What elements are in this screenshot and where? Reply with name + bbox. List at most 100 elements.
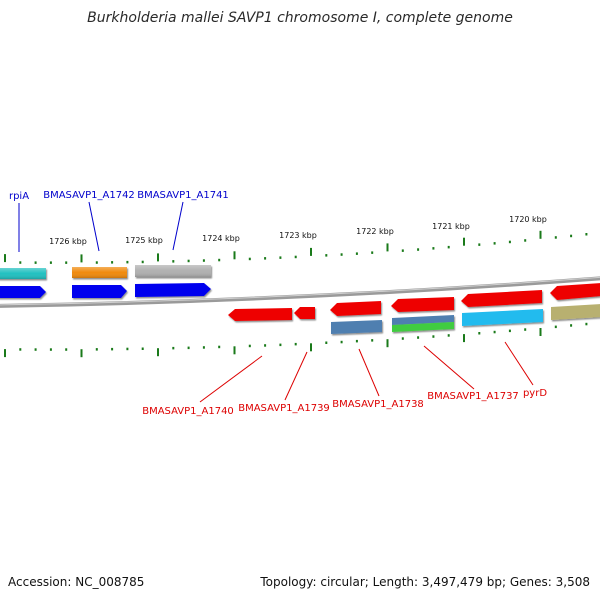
inner-rail-minor-tick bbox=[325, 341, 328, 344]
inner-rail-minor-tick bbox=[111, 347, 114, 351]
gene-labels: rpiA BMASAVP1_A1742 BMASAVP1_A1741 BMASA… bbox=[9, 190, 547, 417]
inner-rail-major-tick bbox=[463, 334, 465, 343]
outer-rail-minor-tick bbox=[447, 245, 450, 249]
gene-BMASAVP1_A1738[interactable] bbox=[330, 301, 381, 316]
outer-rail-minor-tick bbox=[187, 259, 190, 263]
inner-tick-rail bbox=[4, 322, 588, 358]
accession-text: Accession: NC_008785 bbox=[8, 575, 145, 589]
gene-BMASAVP1_A1742[interactable] bbox=[72, 285, 127, 298]
label-pyrD[interactable]: pyrD bbox=[523, 388, 547, 399]
inner-rail-minor-tick bbox=[264, 344, 267, 347]
outer-rail-minor-tick bbox=[264, 257, 267, 260]
outer-rail-minor-tick bbox=[34, 261, 37, 264]
inner-rail-minor-tick bbox=[401, 337, 404, 340]
ruler-labels: 1726 kbp 1725 kbp 1724 kbp 1723 kbp 1722… bbox=[49, 215, 547, 246]
outer-rail-minor-tick bbox=[111, 261, 114, 264]
outer-rail-minor-tick bbox=[554, 236, 557, 239]
gene-rpiA[interactable] bbox=[0, 286, 46, 298]
inner-rail-minor-tick bbox=[202, 346, 205, 349]
genome-summary-text: Topology: circular; Length: 3,497,479 bp… bbox=[260, 575, 590, 589]
leader-BMASAVP1_A1742 bbox=[88, 201, 100, 252]
outer-rail-minor-tick bbox=[65, 261, 68, 264]
inner-rail-minor-tick bbox=[172, 346, 175, 350]
page-title: Burkholderia mallei SAVP1 chromosome I, … bbox=[87, 10, 513, 26]
inner-rail-minor-tick bbox=[126, 347, 129, 351]
chromosome-backbone-highlight bbox=[0, 276, 600, 306]
inner-rail-minor-tick bbox=[447, 334, 450, 337]
gene-next-reverse[interactable] bbox=[550, 283, 600, 300]
outer-rail-minor-tick bbox=[95, 261, 98, 264]
outer-rail-minor-tick bbox=[340, 253, 343, 256]
green-feature[interactable] bbox=[392, 322, 454, 332]
outer-rail-minor-tick bbox=[172, 260, 175, 263]
outer-rail-minor-tick bbox=[417, 248, 420, 251]
outer-rail-major-tick bbox=[386, 243, 389, 252]
leader-BMASAVP1_A1740 bbox=[199, 355, 263, 403]
ruler-tick-1725: 1725 kbp bbox=[125, 236, 163, 245]
label-rpiA[interactable]: rpiA bbox=[9, 191, 29, 202]
slate-feature[interactable] bbox=[392, 315, 454, 325]
outer-rail-minor-tick bbox=[478, 243, 481, 246]
inner-rail-minor-tick bbox=[95, 348, 98, 351]
outer-rail-minor-tick bbox=[325, 254, 328, 257]
skyblue-feature[interactable] bbox=[462, 309, 543, 326]
ruler-tick-1720: 1720 kbp bbox=[509, 215, 547, 224]
gene-BMASAVP1_A1737[interactable] bbox=[391, 297, 454, 312]
inner-rail-major-tick bbox=[157, 348, 159, 357]
outer-rail-minor-tick bbox=[141, 260, 144, 264]
ruler-tick-1723: 1723 kbp bbox=[279, 231, 317, 240]
inner-rail-major-tick bbox=[233, 346, 236, 355]
reverse-feature-band bbox=[331, 304, 600, 334]
inner-rail-minor-tick bbox=[141, 347, 144, 350]
gene-BMASAVP1_A1741[interactable] bbox=[135, 283, 211, 297]
outer-rail-minor-tick bbox=[202, 259, 205, 262]
outer-rail-minor-tick bbox=[570, 234, 573, 238]
ruler-tick-1724: 1724 kbp bbox=[202, 234, 240, 243]
inner-rail-major-tick bbox=[310, 343, 312, 352]
chromosome-backbone bbox=[0, 276, 600, 308]
outer-rail-minor-tick bbox=[218, 258, 221, 262]
outer-rail-minor-tick bbox=[279, 256, 282, 259]
ruler-tick-1726: 1726 kbp bbox=[49, 237, 87, 246]
label-BMASAVP1_A1741[interactable]: BMASAVP1_A1741 bbox=[137, 190, 229, 201]
outer-rail-minor-tick bbox=[19, 261, 22, 264]
leader-BMASAVP1_A1737 bbox=[423, 345, 475, 390]
inner-rail-minor-tick bbox=[432, 335, 435, 338]
label-BMASAVP1_A1740[interactable]: BMASAVP1_A1740 bbox=[142, 406, 234, 417]
outer-rail-minor-tick bbox=[524, 239, 527, 242]
label-BMASAVP1_A1737[interactable]: BMASAVP1_A1737 bbox=[427, 391, 519, 402]
outer-rail-major-tick bbox=[4, 254, 6, 263]
inner-rail-minor-tick bbox=[554, 325, 557, 329]
ruler-tick-1721: 1721 kbp bbox=[432, 222, 470, 231]
gene-BMASAVP1_A1740[interactable] bbox=[228, 308, 292, 321]
label-BMASAVP1_A1739[interactable]: BMASAVP1_A1739 bbox=[238, 403, 330, 414]
inner-rail-minor-tick bbox=[279, 343, 282, 347]
inner-rail-minor-tick bbox=[355, 339, 358, 343]
inner-rail-minor-tick bbox=[294, 342, 297, 346]
gene-BMASAVP1_A1739[interactable] bbox=[294, 307, 315, 319]
outer-rail-minor-tick bbox=[248, 257, 251, 261]
inner-rail-major-tick bbox=[539, 328, 542, 336]
label-BMASAVP1_A1738[interactable]: BMASAVP1_A1738 bbox=[332, 399, 424, 410]
inner-rail-major-tick bbox=[80, 349, 83, 358]
olive-feature[interactable] bbox=[551, 304, 600, 320]
inner-rail-major-tick bbox=[386, 339, 389, 348]
leader-pyrD bbox=[504, 341, 534, 386]
outer-rail-major-tick bbox=[310, 247, 312, 256]
outer-rail-major-tick bbox=[80, 254, 83, 263]
label-leaders bbox=[18, 201, 534, 403]
ruler-tick-1722: 1722 kbp bbox=[356, 227, 394, 236]
gene-pyrD[interactable] bbox=[461, 290, 542, 307]
label-BMASAVP1_A1742[interactable]: BMASAVP1_A1742 bbox=[43, 190, 135, 201]
forward-gene-track bbox=[0, 283, 211, 298]
inner-rail-minor-tick bbox=[371, 339, 374, 342]
outer-rail-minor-tick bbox=[371, 251, 374, 254]
steelblue-feature[interactable] bbox=[331, 320, 382, 334]
outer-rail-major-tick bbox=[463, 237, 465, 246]
outer-rail-major-tick bbox=[157, 253, 159, 262]
outer-rail-minor-tick bbox=[294, 255, 297, 259]
outer-rail-minor-tick bbox=[432, 247, 435, 250]
inner-rail-minor-tick bbox=[19, 348, 22, 351]
